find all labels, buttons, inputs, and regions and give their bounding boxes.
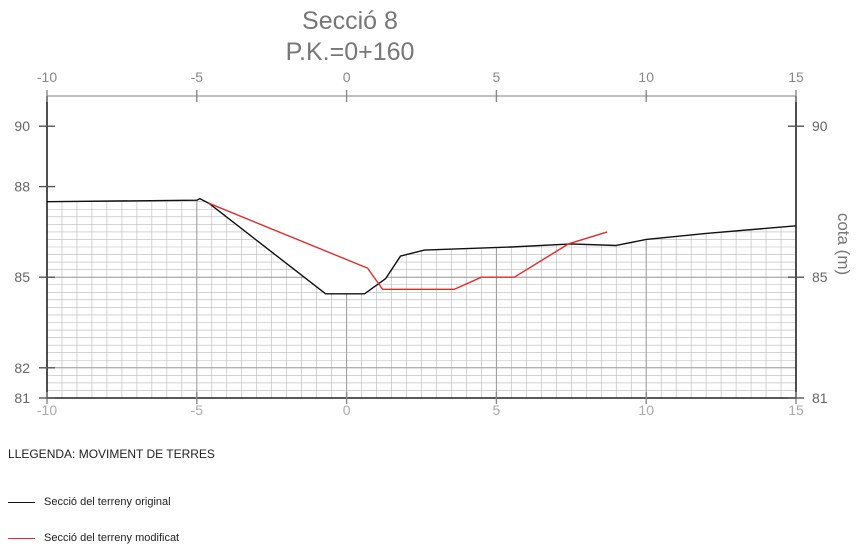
legend-swatch-original	[8, 501, 35, 503]
y-tick-label-left: 82	[14, 360, 30, 376]
y-tick-label-left: 85	[14, 269, 30, 285]
legend-item-original: Secció del terreny original	[8, 496, 171, 508]
legend-label-modified: Secció del terreny modificat	[44, 532, 180, 544]
y-tick-label-left: 81	[14, 390, 30, 406]
x-tick-label-bottom: 5	[493, 402, 501, 418]
x-tick-label-bottom: 10	[638, 402, 654, 418]
x-tick-label-bottom: -5	[191, 402, 204, 418]
legend-item-modified: Secció del terreny modificat	[8, 532, 179, 544]
x-tick-label-bottom: 0	[343, 402, 351, 418]
x-tick-label-bottom: 15	[788, 402, 804, 418]
chart-title: Secció 8	[302, 7, 398, 35]
y-tick-label-right: 90	[812, 118, 828, 134]
x-tick-label-top: 0	[343, 69, 351, 85]
x-tick-label-top: 15	[788, 69, 804, 85]
legend-title: LLEGENDA: MOVIMENT DE TERRES	[8, 447, 215, 461]
legend-swatch-modified	[8, 537, 35, 539]
series-line-original	[46, 197, 797, 295]
y-tick-label-left: 90	[14, 118, 30, 134]
legend-label-original: Secció del terreny original	[44, 496, 171, 508]
chart-subtitle: P.K.=0+160	[285, 38, 415, 66]
y-tick-label-right: 81	[812, 390, 828, 406]
x-tick-label-bottom: -10	[37, 402, 57, 418]
series-line-modified	[208, 202, 608, 290]
x-tick-label-top: -5	[191, 69, 204, 85]
x-tick-label-top: 10	[638, 69, 654, 85]
x-tick-label-top: 5	[493, 69, 501, 85]
y-tick-label-left: 88	[14, 179, 30, 195]
x-tick-label-top: -10	[37, 69, 57, 85]
terrain-hatch-grid	[47, 198, 796, 398]
y-axis-label: cota (m)	[834, 213, 853, 275]
y-tick-label-right: 85	[812, 269, 828, 285]
